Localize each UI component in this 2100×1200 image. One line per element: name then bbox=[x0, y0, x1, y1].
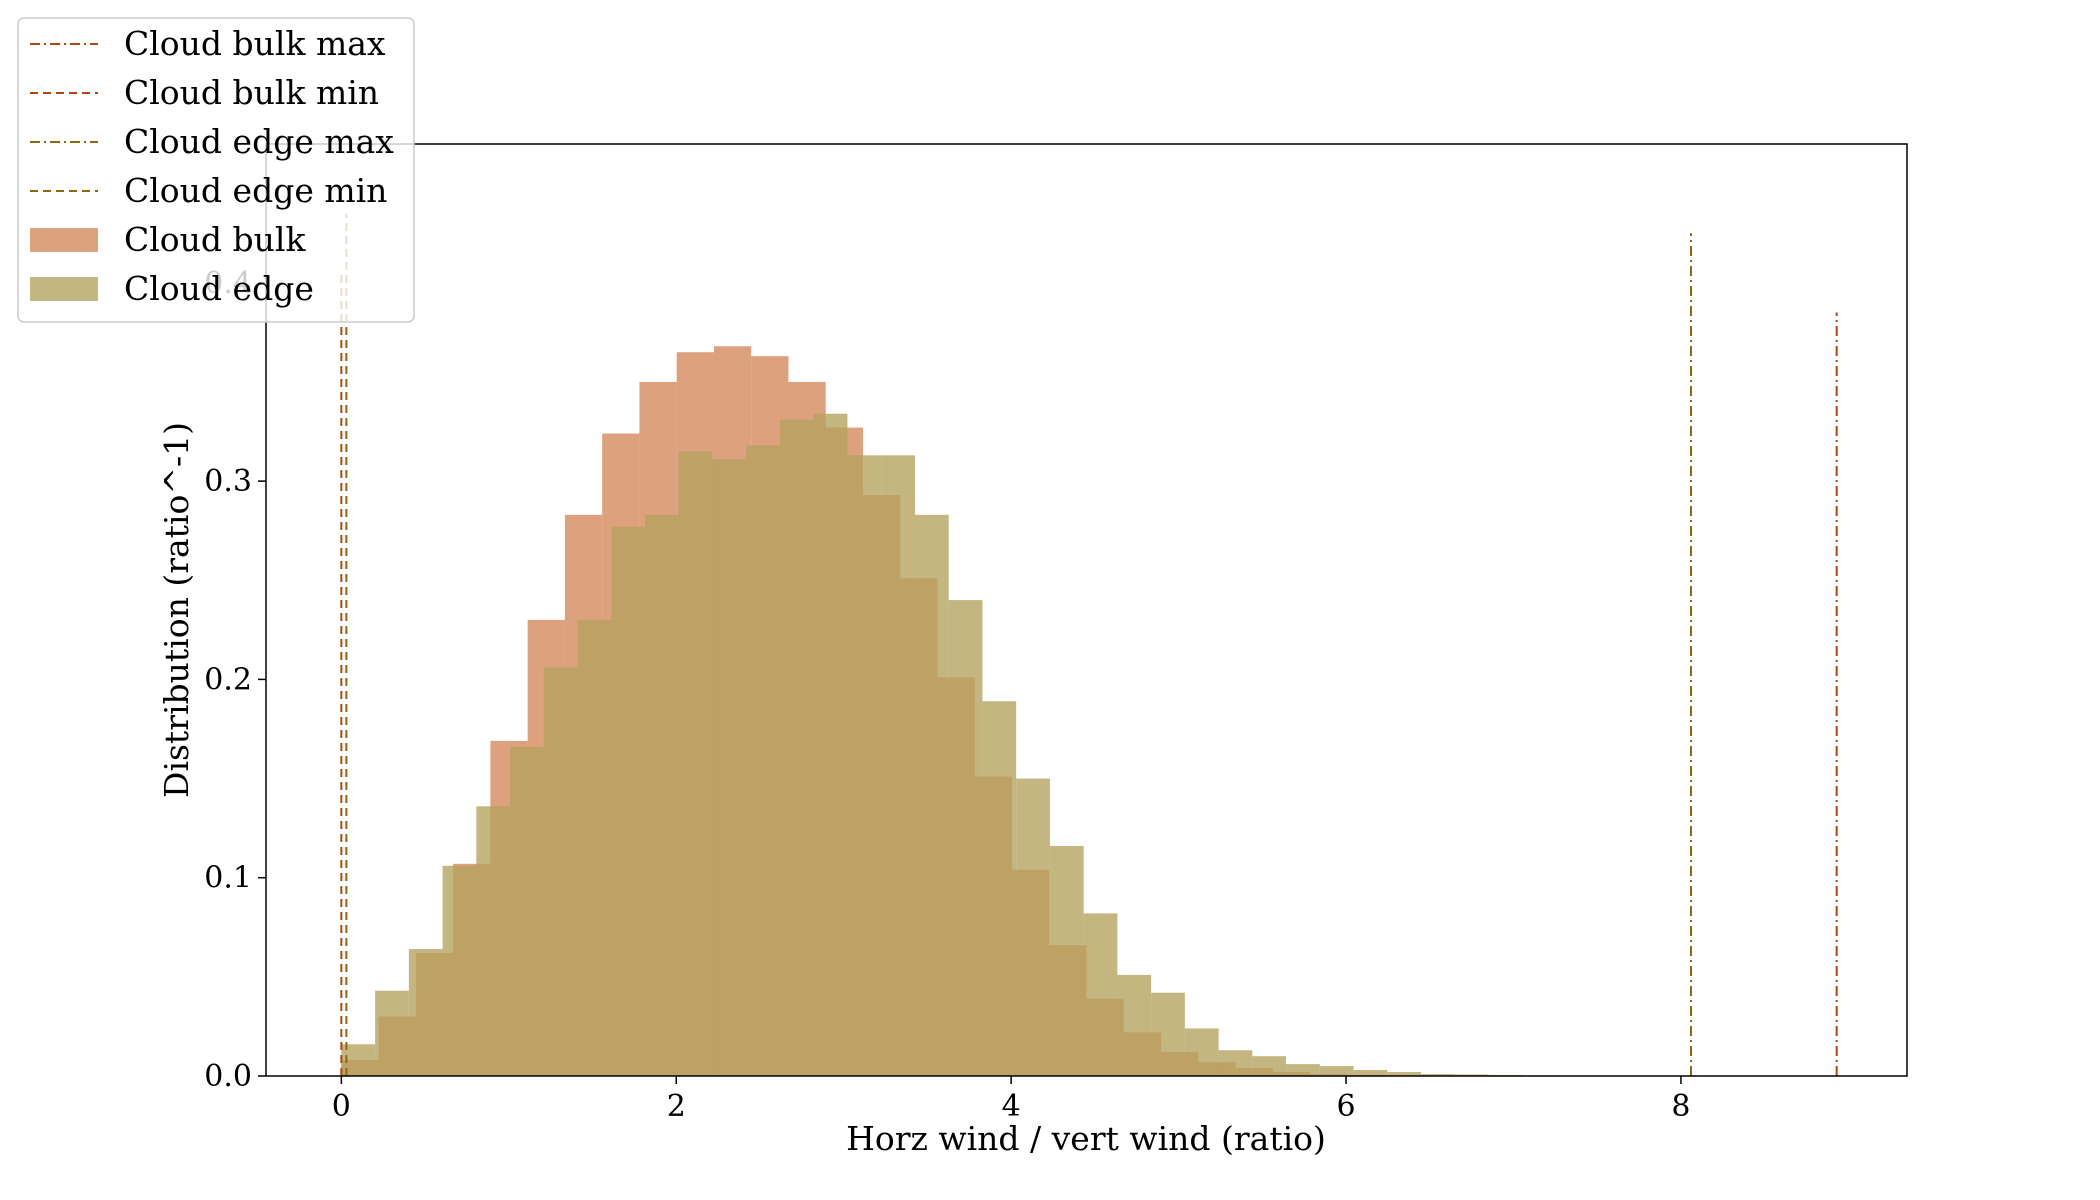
legend-cloud-bulk-min-label: Cloud bulk min bbox=[124, 73, 379, 112]
x-tick-label: 4 bbox=[1002, 1089, 1021, 1124]
cloud-edge-bar bbox=[746, 445, 780, 1076]
cloud-edge-bar bbox=[1421, 1074, 1455, 1076]
y-tick-label: 0.2 bbox=[204, 662, 252, 697]
cloud-edge-bar bbox=[1252, 1056, 1287, 1076]
cloud-edge-bar bbox=[543, 667, 578, 1076]
legend-cloud-bulk-swatch bbox=[30, 228, 98, 252]
legend-cloud-edge-max-label: Cloud edge max bbox=[124, 122, 394, 161]
cloud-edge-bar bbox=[847, 455, 882, 1077]
cloud-edge-bar bbox=[645, 514, 679, 1076]
x-tick-label: 6 bbox=[1336, 1089, 1355, 1124]
cloud-edge-bar bbox=[510, 746, 544, 1076]
cloud-edge-bar bbox=[678, 451, 713, 1076]
cloud-edge-bar bbox=[1353, 1070, 1388, 1076]
cloud-edge-bar bbox=[813, 413, 848, 1076]
y-tick-label: 0.3 bbox=[204, 464, 252, 499]
legend-cloud-edge-label: Cloud edge bbox=[124, 269, 314, 308]
cloud-edge-bar bbox=[1319, 1066, 1354, 1076]
cloud-edge-bar bbox=[577, 619, 612, 1076]
x-tick-label: 2 bbox=[667, 1089, 686, 1124]
legend-cloud-bulk-max-label: Cloud bulk max bbox=[124, 24, 386, 63]
plot-frame bbox=[265, 143, 1908, 1077]
vlines-layer bbox=[340, 213, 1838, 1076]
legend-box bbox=[17, 17, 415, 323]
x-tick-label: 0 bbox=[332, 1089, 351, 1124]
cloud-edge-bar bbox=[948, 600, 983, 1076]
y-tick-label: 0.1 bbox=[204, 861, 252, 896]
cloud-edge-bar bbox=[1184, 1028, 1219, 1076]
bars-layer bbox=[341, 346, 1624, 1077]
cloud-edge-bar bbox=[476, 806, 511, 1076]
cloud-edge-bar bbox=[712, 459, 747, 1077]
cloud-edge-bar bbox=[1454, 1074, 1489, 1076]
cloud-edge-bar bbox=[1286, 1064, 1320, 1076]
legend-cloud-edge-min-label: Cloud edge min bbox=[124, 171, 387, 210]
cloud-edge-bar bbox=[1151, 992, 1185, 1076]
cloud-edge-bar bbox=[1083, 913, 1118, 1076]
legend-cloud-edge-swatch bbox=[30, 277, 98, 301]
cloud-edge-bar bbox=[1218, 1050, 1253, 1076]
x-axis-label: Horz wind / vert wind (ratio) bbox=[846, 1119, 1326, 1158]
x-tick-label: 8 bbox=[1671, 1089, 1690, 1124]
cloud-edge-bar bbox=[375, 990, 409, 1076]
cloud-edge-bar bbox=[442, 865, 477, 1076]
cloud-edge-bar bbox=[1049, 845, 1084, 1076]
y-axis-label: Distribution (ratio^-1) bbox=[157, 422, 196, 798]
y-tick-label: 0.0 bbox=[204, 1059, 252, 1094]
cloud-edge-bar bbox=[611, 526, 646, 1076]
x-ticks: 0 2 4 6 8 bbox=[332, 1076, 1690, 1124]
cloud-edge-bar bbox=[408, 949, 443, 1076]
legend: Cloud bulk max Cloud bulk min Cloud edge m… bbox=[17, 17, 415, 323]
cloud-edge-bar bbox=[914, 514, 949, 1076]
legend-cloud-bulk-label: Cloud bulk bbox=[124, 220, 306, 259]
cloud-edge-bar bbox=[982, 701, 1017, 1076]
cloud-edge-bar bbox=[779, 419, 814, 1076]
y-ticks: 0.00.10.20.30.4 bbox=[204, 266, 266, 1094]
cloud-edge-bar bbox=[1117, 974, 1152, 1076]
cloud-edge-bar bbox=[1387, 1072, 1422, 1076]
cloud-edge-bar bbox=[881, 455, 915, 1077]
cloud-edge-bar bbox=[1016, 778, 1050, 1076]
